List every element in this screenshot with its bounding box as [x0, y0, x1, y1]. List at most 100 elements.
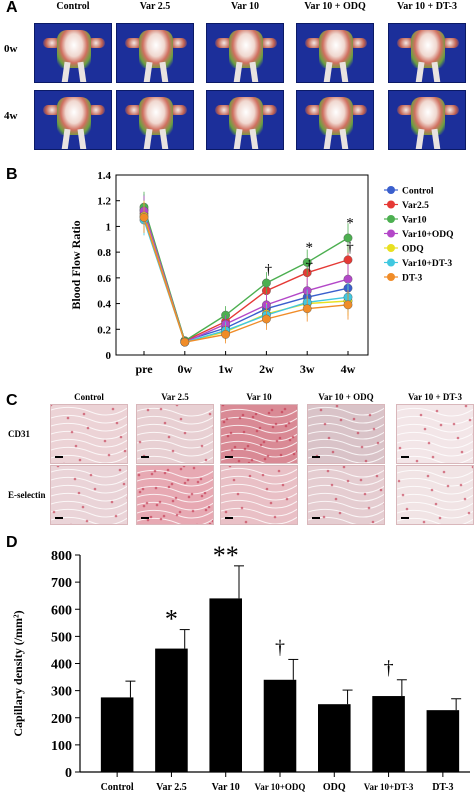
y-tick-label: 700	[51, 576, 72, 591]
x-tick-label: 2w	[259, 362, 274, 376]
x-tick-label: ODQ	[323, 782, 346, 793]
data-point-var10	[302, 258, 312, 267]
panel-a-col-var-10-dt-3: Var 10 + DT-3	[396, 1, 458, 12]
significance-marker: †	[384, 657, 394, 679]
legend-marker	[387, 273, 395, 281]
significance-marker: **	[213, 541, 239, 570]
histology-image	[396, 465, 474, 525]
y-tick-label: 400	[51, 658, 72, 673]
data-point-var2-5	[343, 255, 353, 265]
x-tick-label: pre	[135, 362, 153, 376]
histology-image	[307, 404, 385, 464]
laser-doppler-image	[388, 23, 466, 83]
histology-image	[136, 404, 214, 464]
x-tick-label: 4w	[341, 362, 356, 376]
data-point-dt-3	[221, 330, 231, 339]
panel-a-row-4w: 4w	[4, 110, 18, 122]
laser-doppler-image	[34, 23, 112, 83]
laser-doppler-image	[116, 23, 194, 83]
legend-label-odq: ODQ	[402, 245, 424, 255]
x-tick-label: 1w	[218, 362, 233, 376]
significance-marker: †	[305, 258, 313, 274]
laser-doppler-image	[34, 90, 112, 150]
x-tick-label: 0w	[177, 362, 192, 376]
data-point-dt-3	[343, 300, 353, 310]
laser-doppler-image	[206, 23, 284, 83]
panel-c-col-var-2-5: Var 2.5	[161, 392, 189, 402]
series-line-var2-5	[143, 213, 349, 342]
data-point-dt-3	[139, 213, 149, 222]
panel-c-letter: C	[6, 392, 18, 409]
y-tick-label: 0.2	[97, 324, 111, 336]
data-point-var10	[343, 233, 353, 243]
bar-var-10-dt-3	[372, 696, 405, 772]
data-point-dt-3	[261, 314, 271, 324]
x-tick-label: Var 10	[212, 782, 240, 793]
laser-doppler-image	[206, 90, 284, 150]
y-tick-label: 1	[106, 221, 112, 233]
histology-image	[50, 404, 128, 464]
significance-marker: *	[305, 240, 313, 256]
panel-c-row-e-selectin: E-selectin	[8, 490, 46, 500]
panel-a-col-var-10: Var 10	[230, 1, 260, 12]
x-tick-label: Var 10+ODQ	[255, 782, 306, 792]
histology-image	[50, 465, 128, 525]
legend-marker	[387, 258, 395, 267]
x-tick-label: Var 2.5	[156, 782, 187, 793]
data-point-dt-3	[302, 304, 312, 314]
y-tick-label: 0	[106, 350, 112, 362]
histology-image	[220, 404, 298, 464]
legend-label-control: Control	[402, 187, 434, 197]
legend-label-var10-dt-3: Var10+DT-3	[402, 259, 452, 269]
data-point-dt-3	[180, 337, 190, 347]
blood-flow-line-chart: 0 0.2 0.4 0.6 0.8 1 1.2 1.4 pre 0w 1w 2w 3w 4w Blood F…	[69, 170, 454, 376]
x-tick-label: 3w	[300, 362, 315, 376]
laser-doppler-image	[116, 90, 194, 150]
panel-d-letter: D	[6, 534, 18, 551]
y-tick-label: 1.2	[97, 196, 111, 208]
panel-b-letter: B	[6, 166, 18, 183]
histology-image	[307, 465, 385, 525]
legend-marker	[387, 200, 395, 209]
panel-c-col-var-10: Var 10	[246, 392, 272, 402]
x-tick-label: Var 10+DT-3	[364, 782, 414, 792]
x-tick-label: Control	[101, 782, 134, 793]
capillary-density-bar-chart: 0 100 200 300 400 500 600 700 800 Capillary densi…	[11, 541, 470, 793]
y-tick-label: 600	[51, 603, 72, 618]
panel-c-col-var-10-dt-3: Var 10 + DT-3	[407, 392, 463, 402]
data-point-var10	[261, 278, 271, 288]
significance-marker: *	[346, 216, 354, 232]
bar-var-10-odq	[263, 679, 297, 772]
legend-label-var10: Var10	[402, 216, 427, 226]
panel-c-col-var-10-odq: Var 10 + ODQ	[318, 392, 374, 402]
series-line-control	[143, 209, 349, 342]
panel-a-col-var-2-5: Var 2.5	[139, 1, 171, 12]
legend-label-var2-5: Var2.5	[402, 201, 429, 211]
y-tick-label: 1.4	[97, 170, 111, 182]
series-line-var10-dt-3	[143, 219, 349, 343]
y-axis-label: Capillary density (/mm²)	[11, 610, 25, 736]
significance-marker: *	[165, 605, 178, 634]
histology-image	[136, 465, 214, 525]
laser-doppler-image	[296, 23, 374, 83]
y-tick-label: 300	[51, 685, 72, 700]
bar-odq	[318, 704, 351, 772]
significance-marker: †	[265, 262, 273, 278]
legend-marker	[387, 215, 395, 223]
plot-frame	[115, 174, 369, 356]
panel-a-col-control: Control	[56, 1, 90, 12]
series-line-dt-3	[143, 217, 349, 343]
y-axis-label: Blood Flow Ratio	[69, 220, 83, 309]
series-line-var10	[143, 206, 349, 342]
significance-marker: †	[346, 240, 354, 256]
legend-label-dt-3: DT-3	[402, 274, 422, 284]
bar-var-10	[209, 598, 242, 772]
panel-c-row-cd31: CD31	[8, 429, 30, 439]
legend-marker	[387, 186, 395, 194]
bar-control	[100, 697, 134, 772]
panel-a-row-0w: 0w	[4, 43, 18, 55]
y-tick-label: 0.8	[97, 247, 111, 259]
laser-doppler-image	[296, 90, 374, 150]
data-point-var10-odq	[343, 274, 353, 284]
y-tick-label: 0.6	[97, 273, 111, 285]
